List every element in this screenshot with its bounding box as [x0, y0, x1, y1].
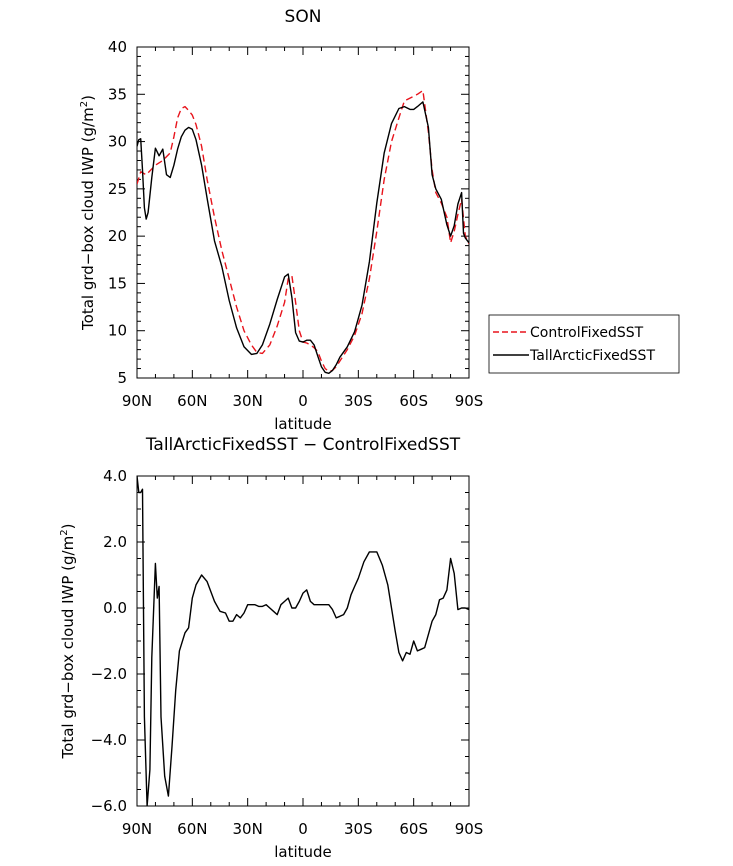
x-tick-label: 90S — [455, 392, 484, 410]
y-tick-label: −6.0 — [91, 797, 127, 815]
y-axis-title: Total grd−box cloud IWP (g/m2) — [59, 524, 77, 760]
series-line-tallarcticfixedsst — [137, 101, 469, 374]
y-tick-label: 30 — [108, 133, 127, 151]
y-axis-title-main: Total grd−box cloud IWP (g/m — [59, 536, 77, 760]
y-tick-label: 5 — [117, 369, 127, 387]
x-tick-label: 30N — [233, 820, 263, 838]
chart-title: TallArcticFixedSST − ControlFixedSST — [145, 435, 461, 455]
x-tick-label: 60N — [177, 820, 207, 838]
x-tick-label: 90N — [122, 392, 152, 410]
x-axis-title: latitude — [274, 843, 332, 861]
y-axis-title-main: Total grd−box cloud IWP (g/m — [79, 107, 97, 331]
y-tick-label: 20 — [108, 227, 127, 245]
x-tick-label: 60S — [399, 392, 428, 410]
x-tick-label: 0 — [298, 820, 308, 838]
y-tick-label: 10 — [108, 322, 127, 340]
y-tick-label: 25 — [108, 180, 127, 198]
y-tick-label: −4.0 — [91, 731, 127, 749]
y-tick-label: 4.0 — [103, 467, 127, 485]
chart-title: SON — [285, 7, 322, 27]
y-tick-label: 15 — [108, 274, 127, 292]
series-line-difference — [137, 476, 469, 806]
legend-box — [488, 314, 680, 374]
y-tick-label: −2.0 — [91, 665, 127, 683]
chart-panel-1: SON 90N 60N 30N 0 30S 60S 90S 5 10 15 20 25 30 35 40 lat… — [79, 7, 680, 433]
x-tick-label: 30S — [344, 820, 373, 838]
chart-panel-2: TallArcticFixedSST − ControlFixedSST 90N 6… — [59, 435, 483, 861]
y-tick-label: 2.0 — [103, 533, 127, 551]
series-line-controlfixedsst — [137, 89, 469, 373]
y-axis-title: Total grd−box cloud IWP (g/m2) — [79, 95, 97, 331]
y-axis-title-close: ) — [59, 524, 77, 530]
x-tick-label: 0 — [298, 392, 308, 410]
y-axis-title-close: ) — [79, 95, 97, 101]
plot-frame — [136, 475, 470, 807]
legend: ControlFixedSST TallArcticFixedSST — [488, 314, 680, 374]
y-tick-label: 0.0 — [103, 599, 127, 617]
y-tick-label: 35 — [108, 85, 127, 103]
x-tick-label: 90S — [455, 820, 484, 838]
x-tick-label: 90N — [122, 820, 152, 838]
x-tick-label: 30S — [344, 392, 373, 410]
x-tick-label: 60N — [177, 392, 207, 410]
legend-entry: TallArcticFixedSST — [529, 348, 655, 364]
plot-frame — [136, 46, 470, 379]
y-axis-title-sup: 2 — [79, 101, 90, 107]
legend-entry: ControlFixedSST — [530, 325, 644, 341]
y-axis-title-sup: 2 — [59, 529, 70, 535]
x-axis-title: latitude — [274, 415, 332, 433]
y-tick-label: 40 — [108, 38, 127, 56]
x-tick-label: 30N — [233, 392, 263, 410]
x-tick-label: 60S — [399, 820, 428, 838]
